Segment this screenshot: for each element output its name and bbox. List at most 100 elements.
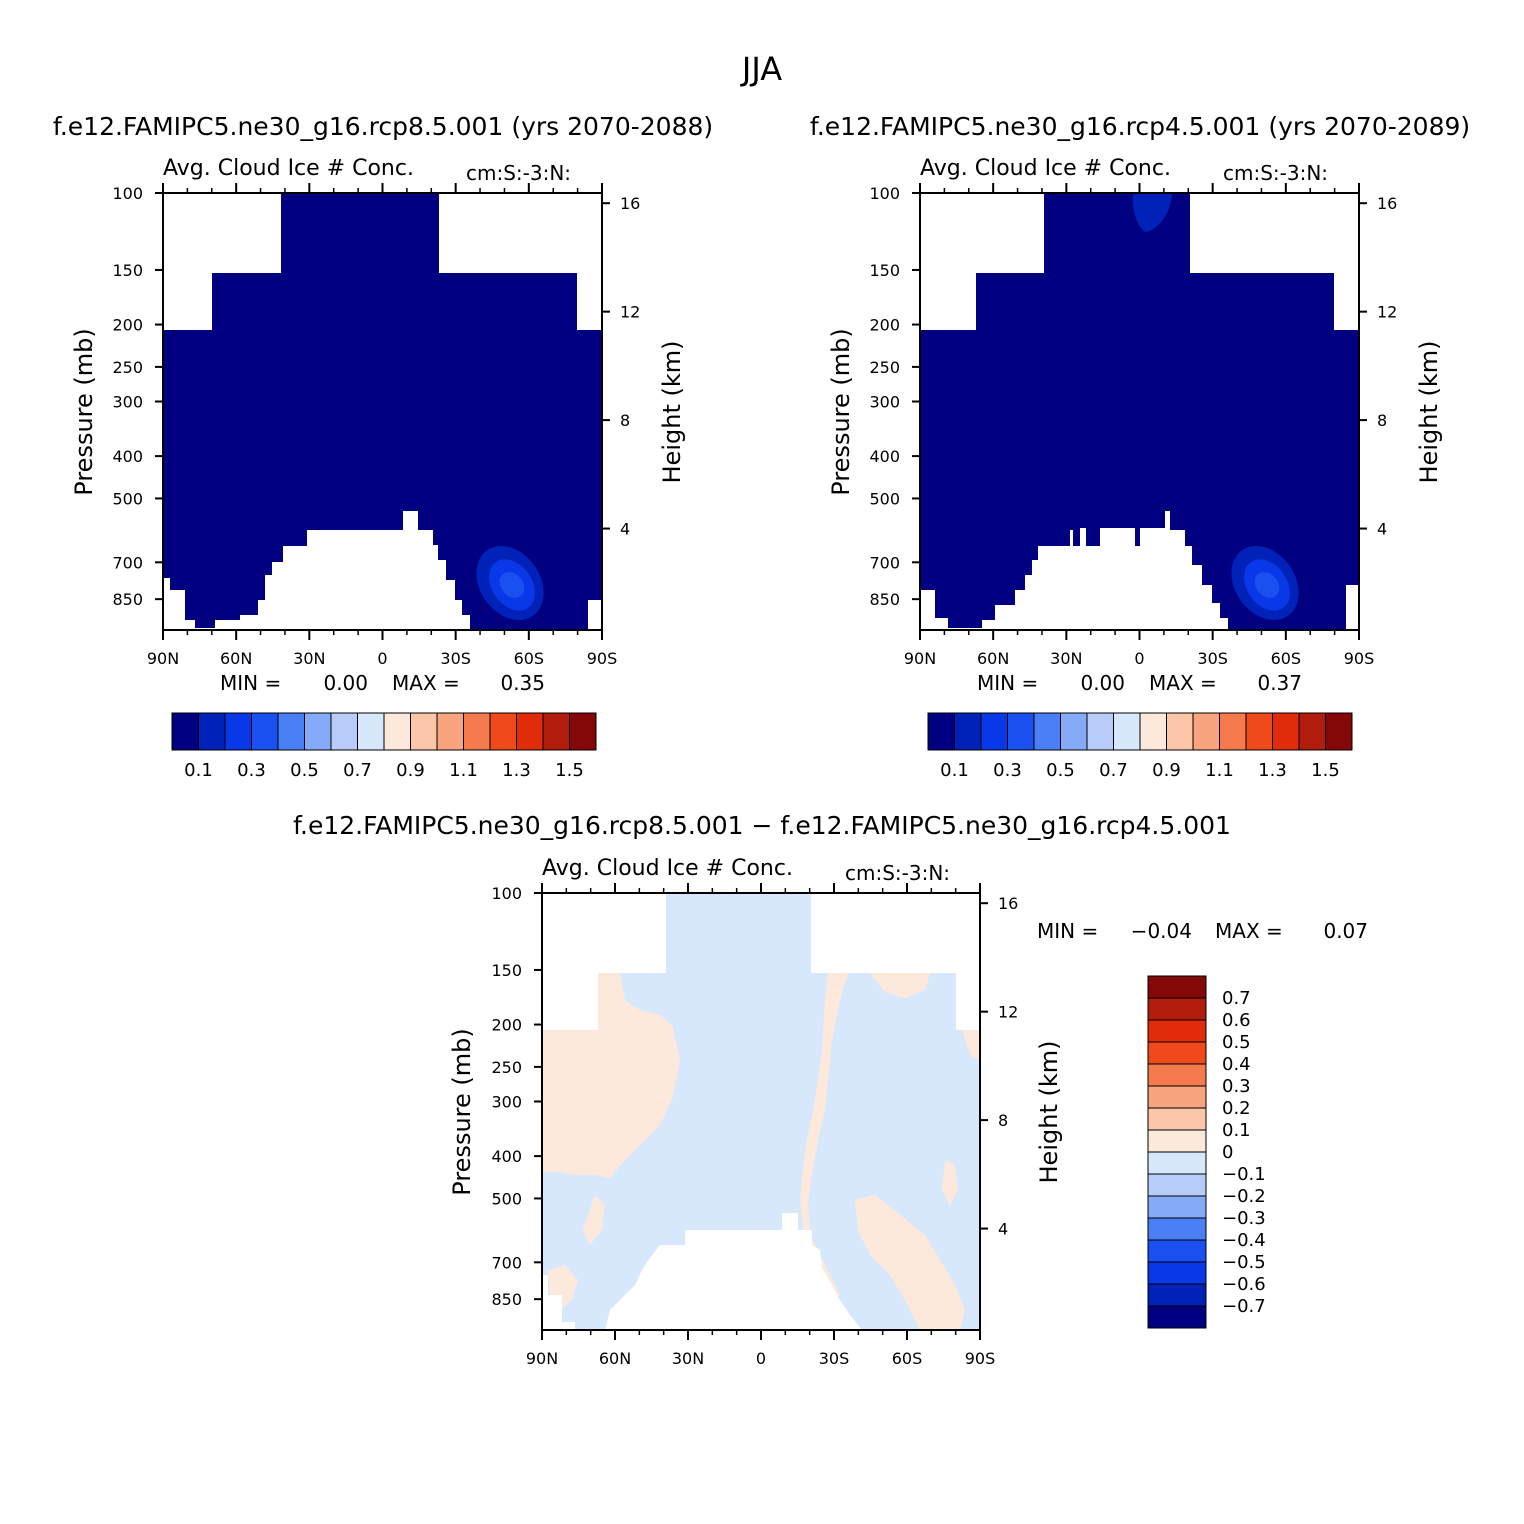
colorbar-label: −0.7: [1222, 1296, 1266, 1317]
panel-2-plot-title: Avg. Cloud Ice # Conc.: [920, 156, 1171, 181]
xtick-label: 60N: [977, 649, 1009, 668]
colorbar-box: [1147, 1217, 1207, 1241]
colorbar-label: 1.5: [555, 760, 584, 781]
panel-3-positive-region: [855, 1195, 965, 1330]
ytick-label: 500: [491, 1189, 522, 1208]
ytick-label: 700: [112, 553, 143, 572]
colorbar-box: [1086, 712, 1114, 751]
panel-3-positive-region: [800, 973, 848, 1300]
colorbar-label: 0.7: [1099, 760, 1128, 781]
panel-2-contour: [1132, 193, 1172, 232]
ytick-label: 400: [869, 447, 900, 466]
ytick-label: 150: [869, 261, 900, 280]
rtick-label: 4: [998, 1220, 1008, 1239]
panel-1-field-region: [212, 273, 577, 333]
panel-2-units: cm:S:-3:N:: [1223, 161, 1328, 185]
panel-2-min-value: 0.00: [1080, 671, 1125, 695]
colorbar-box: [1147, 1173, 1207, 1197]
colorbar-box: [330, 712, 358, 751]
colorbar-box: [1147, 1019, 1207, 1043]
colorbar-box: [1113, 712, 1141, 751]
xtick-label: 90N: [147, 649, 179, 668]
colorbar-box: [927, 712, 955, 751]
colorbar-box: [224, 712, 252, 751]
panel-1-orography: [588, 600, 602, 630]
panel-1-contour: [499, 572, 525, 598]
panel-1-min-value: 0.00: [323, 671, 368, 695]
panel-3-orography: [605, 1213, 862, 1330]
panel-2-yticks: 100 150 200 250 300 400 500 700 850: [869, 184, 920, 609]
colorbar-box: [1325, 712, 1353, 751]
panel-1: Avg. Cloud Ice # Conc. cm:S:-3:N: 100 150…: [70, 156, 686, 781]
colorbar-label: −0.5: [1222, 1252, 1266, 1273]
colorbar-label: 1.3: [1258, 760, 1287, 781]
colorbar-box: [1147, 975, 1207, 999]
panel-2-max-value: 0.37: [1257, 671, 1302, 695]
rtick-label: 12: [998, 1003, 1018, 1022]
ytick-label: 700: [491, 1253, 522, 1272]
colorbar-label: 0.9: [1152, 760, 1181, 781]
panel-2-orography: [920, 511, 1228, 630]
colorbar-box: [1147, 1085, 1207, 1109]
ytick-label: 100: [112, 184, 143, 203]
panel-2-field-region: [976, 273, 1334, 333]
colorbar-box: [1245, 712, 1273, 751]
colorbar-label: 0.3: [237, 760, 266, 781]
ytick-label: 300: [491, 1093, 522, 1112]
colorbar-box: [980, 712, 1008, 751]
colorbar-box: [463, 712, 491, 751]
panel-3-case-title: f.e12.FAMIPC5.ne30_g16.rcp8.5.001 − f.e1…: [293, 811, 1231, 840]
colorbar-box: [277, 712, 305, 751]
colorbar-label: 0.7: [343, 760, 372, 781]
colorbar-label: 0: [1222, 1142, 1233, 1163]
colorbar-box: [304, 712, 332, 751]
panel-3-rticks: 16 12 8 4: [980, 894, 1018, 1239]
colorbar-box: [1272, 712, 1300, 751]
colorbar-label: −0.1: [1222, 1164, 1266, 1185]
xtick-label: 30N: [672, 1349, 704, 1368]
panel-3-ylabel-right: Height (km): [1035, 1041, 1063, 1184]
rtick-label: 12: [1377, 303, 1397, 322]
panel-3-positive-region: [962, 1030, 980, 1060]
colorbar-label: −0.4: [1222, 1230, 1266, 1251]
rtick-label: 16: [1377, 194, 1397, 213]
panel-3-positive-region: [542, 973, 680, 1178]
panel-2-case-title: f.e12.FAMIPC5.ne30_g16.rcp4.5.001 (yrs 2…: [810, 112, 1470, 141]
panel-3-max-value: 0.07: [1323, 919, 1368, 943]
colorbar-box: [1192, 712, 1220, 751]
panel-3: Avg. Cloud Ice # Conc. cm:S:-3:N: 100 150…: [448, 856, 1368, 1368]
panel-2-colorbar: 0.1 0.3 0.5 0.7 0.9 1.1 1.3 1.5: [927, 712, 1353, 781]
rtick-label: 8: [620, 411, 630, 430]
ytick-label: 200: [869, 316, 900, 335]
panel-1-colorbar: 0.1 0.3 0.5 0.7 0.9 1.1 1.3 1.5: [171, 712, 597, 781]
colorbar-box: [436, 712, 464, 751]
ytick-label: 100: [491, 884, 522, 903]
panel-3-min-label: MIN =: [1037, 919, 1098, 943]
colorbar-box: [1060, 712, 1088, 751]
colorbar-box: [410, 712, 438, 751]
xtick-label: 30S: [819, 1349, 850, 1368]
colorbar-label: 0.7: [1222, 988, 1251, 1009]
panel-1-units: cm:S:-3:N:: [466, 161, 571, 185]
xtick-label: 90N: [904, 649, 936, 668]
panel-3-colorbar: 0.70.60.50.40.30.20.10−0.1−0.2−0.3−0.4−0…: [1147, 975, 1266, 1329]
xtick-label: 60S: [514, 649, 545, 668]
xtick-label: 30N: [293, 649, 325, 668]
xtick-label: 90S: [1344, 649, 1375, 668]
xtick-label: 0: [756, 1349, 766, 1368]
panel-1-xticks: 90N 60N 30N 0 30S 60S 90S: [147, 183, 617, 668]
colorbar-label: 1.5: [1311, 760, 1340, 781]
colorbar-label: 0.1: [940, 760, 969, 781]
colorbar-box: [198, 712, 226, 751]
panel-2-xticks: 90N 60N 30N 0 30S 60S 90S: [904, 183, 1374, 668]
colorbar-box: [1147, 1305, 1207, 1329]
colorbar-label: 1.3: [502, 760, 531, 781]
ytick-label: 250: [491, 1058, 522, 1077]
panel-3-min-value: −0.04: [1131, 919, 1192, 943]
panel-2-rticks: 16 12 8 4: [1359, 194, 1397, 539]
panel-2: Avg. Cloud Ice # Conc. cm:S:-3:N: 100 150…: [827, 156, 1443, 781]
colorbar-label: 0.9: [396, 760, 425, 781]
colorbar-label: 0.6: [1222, 1010, 1251, 1031]
rtick-label: 4: [620, 520, 630, 539]
